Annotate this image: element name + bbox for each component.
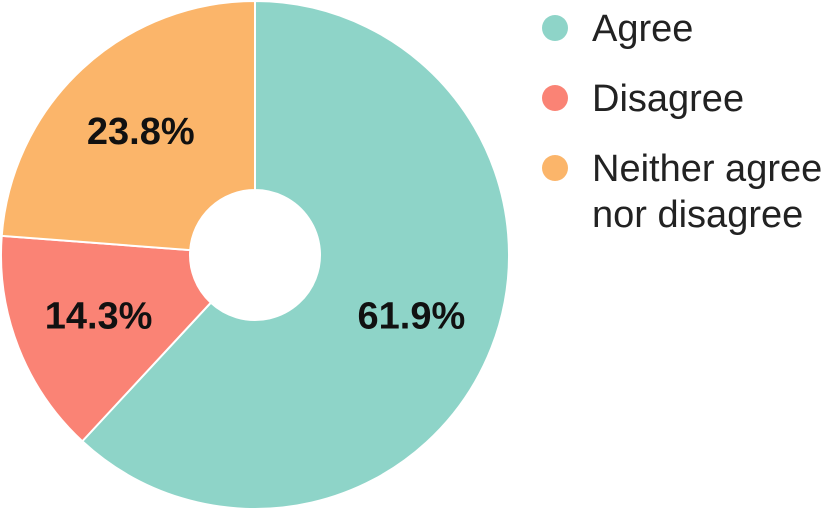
slice-label-agree: 61.9%	[358, 295, 466, 337]
legend-label-agree: Agree	[592, 8, 694, 50]
legend-item-disagree: Disagree	[540, 76, 825, 122]
legend-label-disagree: Disagree	[592, 78, 745, 120]
legend-item-agree: Agree	[540, 6, 825, 52]
pie-slice-disagree	[0, 234, 213, 443]
pie-slice-agree	[80, 0, 510, 510]
legend-label-neither: Neither agree nor disagree	[592, 148, 823, 236]
pie-slice-neither	[0, 0, 256, 252]
chart-legend: Agree Disagree Neither agree nor disagre…	[540, 6, 825, 262]
legend-swatch-disagree	[542, 85, 568, 111]
legend-item-neither: Neither agree nor disagree	[540, 146, 825, 238]
legend-swatch-neither	[542, 155, 568, 181]
slice-label-disagree: 14.3%	[45, 295, 153, 337]
slice-label-neither: 23.8%	[87, 111, 195, 153]
legend-swatch-agree	[542, 15, 568, 41]
